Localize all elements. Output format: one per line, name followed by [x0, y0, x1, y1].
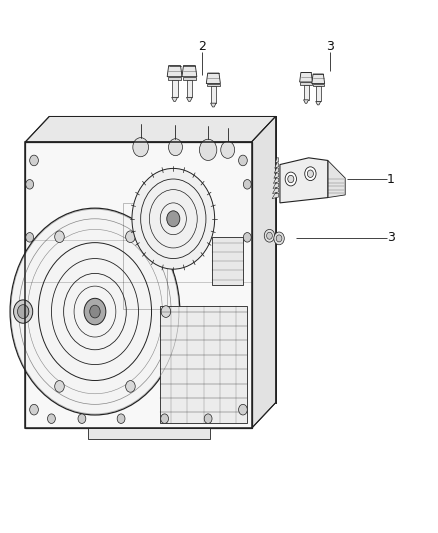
Circle shape — [221, 141, 235, 158]
Circle shape — [132, 168, 215, 269]
Polygon shape — [187, 80, 192, 98]
Circle shape — [133, 138, 148, 157]
Polygon shape — [316, 86, 321, 101]
Polygon shape — [182, 66, 197, 77]
Circle shape — [126, 381, 135, 392]
Circle shape — [47, 414, 55, 423]
Circle shape — [14, 300, 33, 323]
Circle shape — [10, 208, 180, 415]
Polygon shape — [49, 116, 276, 403]
Circle shape — [161, 414, 169, 423]
Polygon shape — [25, 142, 252, 428]
Polygon shape — [272, 188, 279, 193]
Circle shape — [288, 175, 294, 183]
Polygon shape — [328, 160, 345, 198]
Circle shape — [169, 139, 183, 156]
Polygon shape — [172, 98, 177, 101]
Polygon shape — [280, 158, 328, 203]
Circle shape — [117, 414, 125, 423]
Circle shape — [18, 305, 29, 318]
Circle shape — [55, 231, 64, 243]
Polygon shape — [187, 98, 192, 101]
Text: 2: 2 — [198, 40, 205, 53]
Circle shape — [78, 414, 86, 423]
Circle shape — [26, 232, 34, 242]
Circle shape — [307, 170, 314, 177]
Circle shape — [305, 167, 316, 181]
Polygon shape — [316, 101, 321, 105]
Circle shape — [285, 172, 297, 186]
Polygon shape — [252, 116, 276, 428]
Circle shape — [161, 306, 171, 317]
Polygon shape — [168, 77, 181, 80]
Circle shape — [199, 139, 217, 160]
Polygon shape — [272, 193, 279, 199]
Polygon shape — [304, 100, 308, 103]
Circle shape — [274, 232, 284, 245]
Polygon shape — [273, 178, 279, 183]
Polygon shape — [300, 72, 312, 82]
Circle shape — [84, 298, 106, 325]
Circle shape — [19, 306, 29, 317]
Polygon shape — [206, 73, 220, 84]
Circle shape — [55, 381, 64, 392]
Circle shape — [90, 305, 100, 318]
Polygon shape — [211, 103, 216, 107]
Polygon shape — [274, 173, 279, 179]
Polygon shape — [212, 237, 243, 285]
Circle shape — [26, 180, 34, 189]
Circle shape — [264, 229, 275, 242]
Polygon shape — [172, 80, 177, 98]
Circle shape — [126, 231, 135, 243]
Text: 3: 3 — [326, 40, 334, 53]
Circle shape — [30, 405, 39, 415]
Polygon shape — [25, 116, 276, 142]
Text: 3: 3 — [387, 231, 395, 244]
Circle shape — [167, 211, 180, 227]
Polygon shape — [273, 183, 279, 189]
Circle shape — [239, 155, 247, 166]
Circle shape — [244, 232, 251, 242]
Circle shape — [244, 180, 251, 189]
Circle shape — [204, 414, 212, 423]
Polygon shape — [274, 168, 279, 173]
Polygon shape — [160, 306, 247, 423]
Polygon shape — [275, 163, 279, 168]
Polygon shape — [304, 85, 308, 100]
Polygon shape — [275, 158, 279, 163]
Polygon shape — [207, 84, 219, 86]
Polygon shape — [88, 428, 210, 439]
Circle shape — [267, 232, 272, 239]
Polygon shape — [167, 66, 182, 77]
Polygon shape — [300, 82, 312, 85]
Polygon shape — [211, 86, 216, 103]
Polygon shape — [312, 74, 325, 84]
Polygon shape — [183, 77, 196, 80]
Circle shape — [239, 405, 247, 415]
Circle shape — [276, 235, 282, 242]
Text: 1: 1 — [387, 173, 395, 185]
Polygon shape — [313, 84, 324, 86]
Circle shape — [30, 155, 39, 166]
